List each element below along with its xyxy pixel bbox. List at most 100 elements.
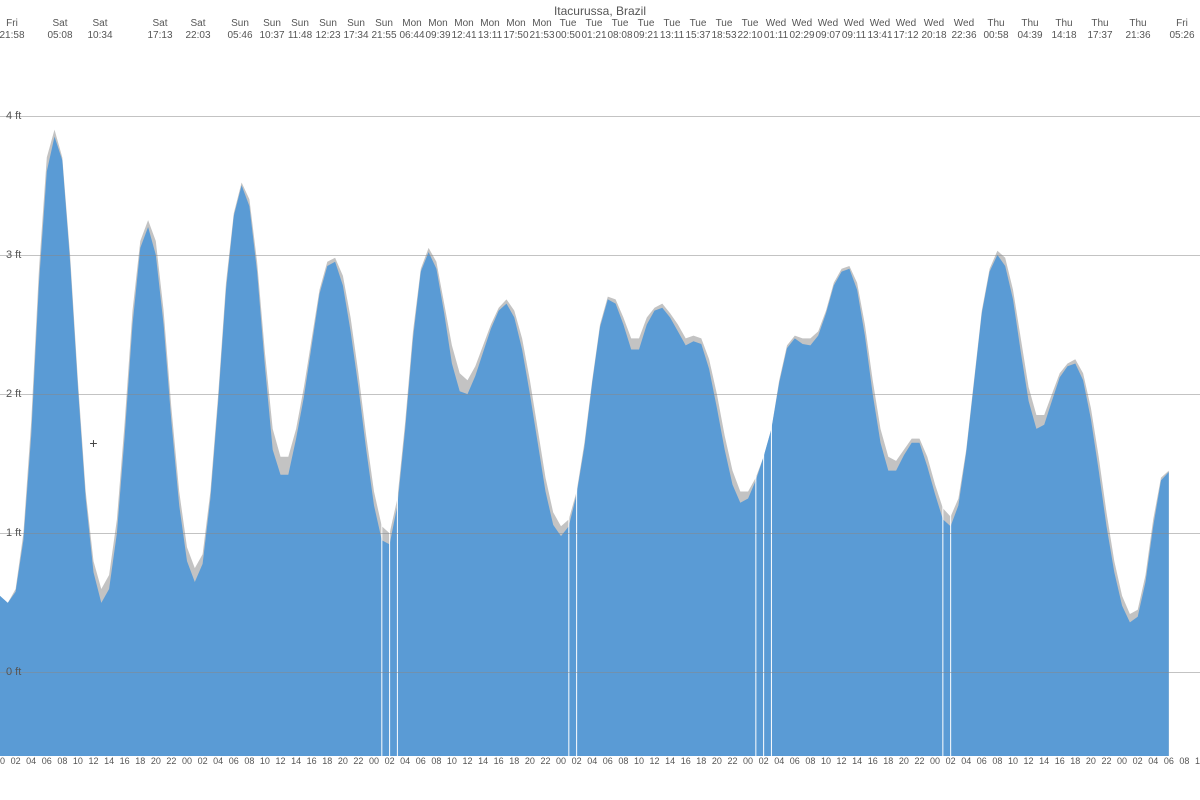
x-axis-tick: 16 xyxy=(868,756,878,766)
x-axis-tick: 20 xyxy=(525,756,535,766)
x-axis-tick: 00 xyxy=(743,756,753,766)
x-axis-tick: 06 xyxy=(1164,756,1174,766)
x-axis-tick: 12 xyxy=(88,756,98,766)
header-label: Fri21:58 xyxy=(0,18,25,42)
chart-title: Itacurussa, Brazil xyxy=(0,4,1200,18)
header-label: Sun12:23 xyxy=(315,18,340,42)
x-axis-tick: 14 xyxy=(665,756,675,766)
x-axis-tick: 20 xyxy=(338,756,348,766)
x-axis-tick: 08 xyxy=(1179,756,1189,766)
x-axis-tick: 08 xyxy=(244,756,254,766)
tide-chart-container: Itacurussa, Brazil Fri21:58Sat05:08Sat10… xyxy=(0,0,1200,800)
x-axis-tick: 00 xyxy=(1117,756,1127,766)
header-label: Sat05:08 xyxy=(47,18,72,42)
x-axis-tick: 22 xyxy=(353,756,363,766)
x-axis-tick: 16 xyxy=(681,756,691,766)
header-label: Wed22:36 xyxy=(951,18,976,42)
x-axis-tick: 04 xyxy=(1148,756,1158,766)
header-label: Wed01:11 xyxy=(764,18,788,42)
y-axis-label: 0 ft xyxy=(6,666,21,678)
x-axis-tick: 04 xyxy=(400,756,410,766)
x-axis-tick: 06 xyxy=(977,756,987,766)
x-axis-tick: 02 xyxy=(198,756,208,766)
header-label: Tue15:37 xyxy=(685,18,710,42)
x-axis-tick: 10 xyxy=(634,756,644,766)
header-label: Tue01:21 xyxy=(581,18,606,42)
x-axis-tick: 12 xyxy=(463,756,473,766)
header-label: Fri05:26 xyxy=(1169,18,1194,42)
y-axis-label: 3 ft xyxy=(6,249,21,261)
x-axis-tick: 18 xyxy=(322,756,332,766)
x-axis-tick: 10 xyxy=(260,756,270,766)
header-label: Mon21:53 xyxy=(529,18,554,42)
header-label: Sun10:37 xyxy=(259,18,284,42)
header-label: Wed13:41 xyxy=(867,18,892,42)
x-axis-tick: 08 xyxy=(57,756,67,766)
x-axis-tick: 02 xyxy=(572,756,582,766)
x-axis-tick: 14 xyxy=(291,756,301,766)
x-axis-tick: 22 xyxy=(1101,756,1111,766)
x-axis-tick: 00 xyxy=(930,756,940,766)
x-axis-tick: 20 xyxy=(151,756,161,766)
x-axis-tick: 04 xyxy=(961,756,971,766)
y-axis-label: 1 ft xyxy=(6,527,21,539)
x-axis-tick: 02 xyxy=(946,756,956,766)
gridline xyxy=(0,255,1200,256)
gridline xyxy=(0,394,1200,395)
x-axis-tick: 04 xyxy=(26,756,36,766)
header-label: Sun05:46 xyxy=(227,18,252,42)
x-axis-tick: 16 xyxy=(120,756,130,766)
x-axis-tick: 10 xyxy=(447,756,457,766)
x-axis-tick: 06 xyxy=(790,756,800,766)
y-axis-label: 2 ft xyxy=(6,388,21,400)
x-axis-tick: 02 xyxy=(11,756,21,766)
x-axis-tick: 08 xyxy=(805,756,815,766)
header-label: Thu04:39 xyxy=(1017,18,1042,42)
x-axis-tick: 12 xyxy=(837,756,847,766)
x-axis-tick: 14 xyxy=(104,756,114,766)
x-axis-tick: 02 xyxy=(1133,756,1143,766)
header-label: Tue08:08 xyxy=(607,18,632,42)
header-label: Thu21:36 xyxy=(1125,18,1150,42)
x-axis-tick: 04 xyxy=(774,756,784,766)
x-axis-tick: 22 xyxy=(540,756,550,766)
x-axis-tick: 00 xyxy=(0,756,5,766)
header-label: Sat17:13 xyxy=(147,18,172,42)
header-label: Mon12:41 xyxy=(451,18,476,42)
header-label: Thu00:58 xyxy=(983,18,1008,42)
y-axis-label: 4 ft xyxy=(6,110,21,122)
header-label: Mon17:50 xyxy=(503,18,528,42)
x-axis-tick: 04 xyxy=(587,756,597,766)
header-label: Sat22:03 xyxy=(185,18,210,42)
tide-areas-svg xyxy=(0,60,1200,770)
header-label: Thu17:37 xyxy=(1087,18,1112,42)
x-axis-tick: 18 xyxy=(509,756,519,766)
x-axis-tick: 00 xyxy=(369,756,379,766)
crosshair-marker: + xyxy=(89,435,97,451)
x-axis-tick: 10 xyxy=(73,756,83,766)
gridline xyxy=(0,116,1200,117)
x-axis-tick: 10 xyxy=(821,756,831,766)
x-axis-tick: 02 xyxy=(759,756,769,766)
x-axis-tick: 12 xyxy=(1024,756,1034,766)
x-axis-tick: 18 xyxy=(1070,756,1080,766)
x-axis-tick: 14 xyxy=(852,756,862,766)
gridline xyxy=(0,672,1200,673)
header-label: Tue22:10 xyxy=(737,18,762,42)
x-axis-tick: 20 xyxy=(899,756,909,766)
header-label: Wed02:29 xyxy=(789,18,814,42)
x-axis-tick: 10 xyxy=(1195,756,1200,766)
header-label: Tue00:50 xyxy=(555,18,580,42)
x-axis-tick: 20 xyxy=(1086,756,1096,766)
x-axis-tick: 04 xyxy=(213,756,223,766)
header-label: Tue09:21 xyxy=(633,18,658,42)
header-label: Tue13:11 xyxy=(660,18,684,42)
x-axis-tick: 16 xyxy=(494,756,504,766)
x-axis-tick: 18 xyxy=(135,756,145,766)
x-axis-tick: 18 xyxy=(883,756,893,766)
plot-area: 00 02 04 06 08 10 12 14 16 18 20 22 00 02 04 06 08 10 12 14… xyxy=(0,60,1200,770)
header-label: Sun11:48 xyxy=(288,18,312,42)
x-axis-tick: 18 xyxy=(696,756,706,766)
x-axis-tick: 06 xyxy=(42,756,52,766)
x-axis-tick: 06 xyxy=(603,756,613,766)
